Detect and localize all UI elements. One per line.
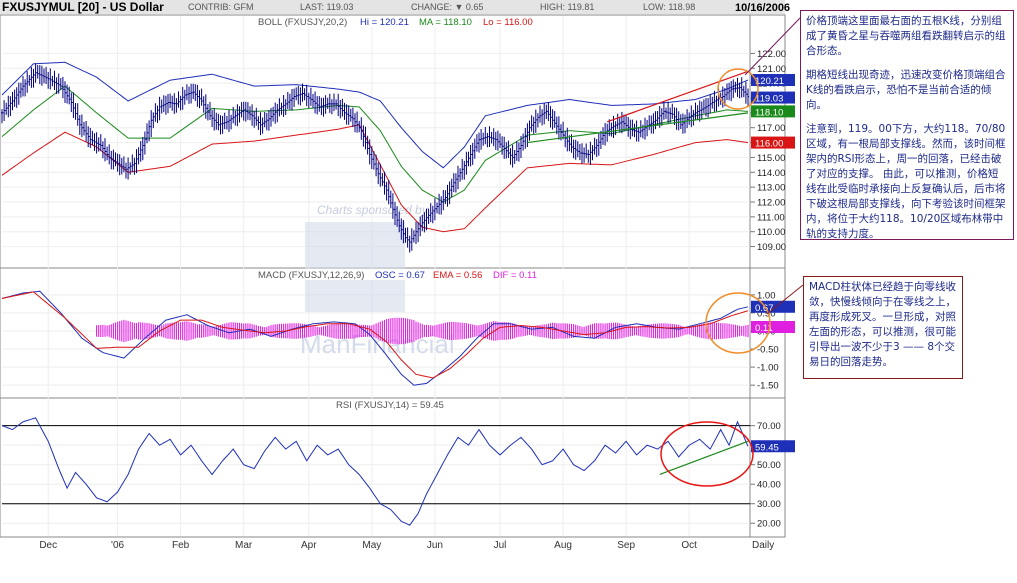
highlight-circle-rsi bbox=[660, 421, 754, 487]
rsi-value-label: 59.45 bbox=[755, 442, 779, 453]
macd-axis-tick-label: 1.00 bbox=[757, 290, 776, 301]
x-tick-label: Feb bbox=[172, 540, 190, 551]
support-trendline bbox=[527, 112, 749, 144]
x-tick-label: Jun bbox=[427, 540, 443, 551]
rsi-trendline bbox=[659, 440, 749, 476]
header-bar bbox=[0, 0, 785, 14]
macd-title: MACD (FXUSJY,12,26,9) bbox=[258, 270, 364, 281]
price-value-box bbox=[751, 136, 795, 149]
annotation-top: 价格顶端这里面最右面的五根K线，分别组成了黄昏之星与吞噬两组看跌翻转启示的组合形… bbox=[800, 10, 1014, 240]
rsi-axis-tick-label: 20.00 bbox=[757, 519, 781, 530]
x-tick-label: Dec bbox=[39, 540, 57, 551]
price-value-box bbox=[751, 91, 795, 104]
price-axis-tick-label: 117.00 bbox=[757, 123, 785, 134]
annotation-macd-text: MACD柱状体已经趋于向零线收敛，快慢线倾向于在零线之上，再度形成死叉。一旦形成… bbox=[809, 281, 956, 368]
low-value: LOW: 118.98 bbox=[643, 2, 695, 12]
annotation-top-paragraph-2: 期格短线出现奇迹，迅速改变价格顶端组合K线的看跌启示，恐怕不是当前合适的倾向。 bbox=[806, 69, 1006, 111]
price-value-label: 116.00 bbox=[755, 139, 783, 150]
date-label: 10/16/2006 bbox=[735, 2, 790, 14]
boll-legend-lo: Lo = 116.00 bbox=[483, 17, 533, 28]
boll-legend-ma: MA = 118.10 bbox=[419, 17, 472, 28]
watermark-logo bbox=[305, 222, 405, 312]
macd-value-box bbox=[751, 320, 795, 333]
bollinger-upper-line bbox=[1, 61, 749, 169]
price-value-label: 120.21 bbox=[755, 76, 784, 87]
price-axis-tick-label: 121.00 bbox=[757, 64, 786, 75]
high-value: HIGH: 119.81 bbox=[540, 2, 594, 12]
x-tick-label: Mar bbox=[235, 540, 253, 551]
x-tick-label: Jul bbox=[494, 540, 507, 551]
price-axis-tick-label: 122.00 bbox=[757, 49, 786, 60]
contrib-label: CONTRIB: GFM bbox=[188, 2, 254, 12]
price-axis-tick-label: 114.00 bbox=[757, 168, 785, 179]
rsi-axis-tick-label: 50.00 bbox=[757, 460, 781, 471]
x-tick-label: Oct bbox=[681, 540, 697, 551]
macd-axis-tick-label: -0.50 bbox=[757, 345, 779, 356]
change-value: CHANGE: ▼ 0.65 bbox=[411, 2, 483, 12]
symbol-title: FXUSJYMUL [20] - US Dollar bbox=[2, 0, 164, 14]
rsi-title: RSI (FXUSJY,14) = 59.45 bbox=[336, 400, 444, 411]
macd-legend-osc: OSC = 0.67 bbox=[375, 270, 425, 281]
watermark-sponsor: Charts sponsored by bbox=[317, 203, 429, 217]
price-axis-tick-label: 113.00 bbox=[757, 183, 785, 194]
annotation-macd: MACD柱状体已经趋于向零线收敛，快慢线倾向于在零线之上，再度形成死叉。一旦形成… bbox=[803, 276, 963, 379]
rsi-title-bg bbox=[333, 399, 463, 410]
pointer-line-top bbox=[744, 17, 801, 76]
resistance-trendline bbox=[607, 70, 749, 123]
last-price: LAST: 119.03 bbox=[300, 2, 353, 12]
macd-line bbox=[1, 290, 749, 386]
data-layer: Dec '06 Feb Mar Apr May Jun Jul Aug Sep Oct 122.00 1… bbox=[1, 49, 795, 551]
boll-legend-hi: Hi = 120.21 bbox=[360, 17, 409, 28]
price-axis-tick-label: 112.00 bbox=[757, 198, 785, 209]
price-axis-tick-label: 115.00 bbox=[757, 153, 785, 164]
price-ohlc-bars bbox=[1, 63, 749, 253]
pointer-line-macd bbox=[766, 284, 804, 315]
price-axis-tick-label: 111.00 bbox=[757, 212, 785, 223]
x-tick-label: Apr bbox=[301, 540, 317, 551]
price-value-box bbox=[751, 105, 795, 118]
rsi-value-box bbox=[751, 440, 795, 453]
rsi-axis-tick-label: 40.00 bbox=[757, 480, 781, 491]
price-axis-tick-label: 109.00 bbox=[757, 242, 786, 253]
macd-value-label: 0.11 bbox=[755, 323, 773, 334]
x-tick-label: '06 bbox=[111, 540, 124, 551]
highlight-circle-macd bbox=[705, 292, 771, 354]
price-value-box bbox=[751, 74, 795, 87]
price-value-label: 119.03 bbox=[755, 94, 783, 105]
price-axis-tick-label: 110.00 bbox=[757, 227, 785, 238]
macd-value-label: 0.67 bbox=[755, 303, 774, 314]
x-tick-label: Sep bbox=[617, 540, 635, 551]
rsi-axis-tick-label: 70.00 bbox=[757, 421, 781, 432]
interval-label: Daily bbox=[752, 540, 774, 551]
highlight-circle-price bbox=[717, 68, 759, 110]
annotation-top-paragraph-1: 价格顶端这里面最右面的五根K线，分别组成了黄昏之星与吞噬两组看跌翻转启示的组合形… bbox=[806, 15, 1006, 57]
x-tick-label: May bbox=[362, 540, 381, 551]
macd-signal-line bbox=[1, 291, 749, 379]
macd-axis-tick-label: -1.00 bbox=[757, 363, 779, 374]
price-value-label: 118.10 bbox=[755, 107, 783, 118]
macd-axis-tick-label: 0.50 bbox=[757, 308, 776, 319]
rsi-line bbox=[1, 417, 749, 526]
boll-title-bg bbox=[255, 16, 560, 27]
boll-title: BOLL (FXUSJY,20,2) bbox=[258, 17, 347, 28]
x-tick-label: Aug bbox=[554, 540, 572, 551]
macd-legend-dif: DIF = 0.11 bbox=[493, 270, 537, 281]
rsi-axis-tick-label: 30.00 bbox=[757, 499, 781, 510]
macd-title-bg bbox=[255, 269, 565, 280]
annotation-top-paragraph-3: 注意到，119。00下方，大约118。70/80区域，有一根局部支撑线。然而，该… bbox=[806, 123, 1006, 240]
macd-axis-tick-label: -1.50 bbox=[757, 381, 779, 392]
macd-legend-ema: EMA = 0.56 bbox=[433, 270, 482, 281]
